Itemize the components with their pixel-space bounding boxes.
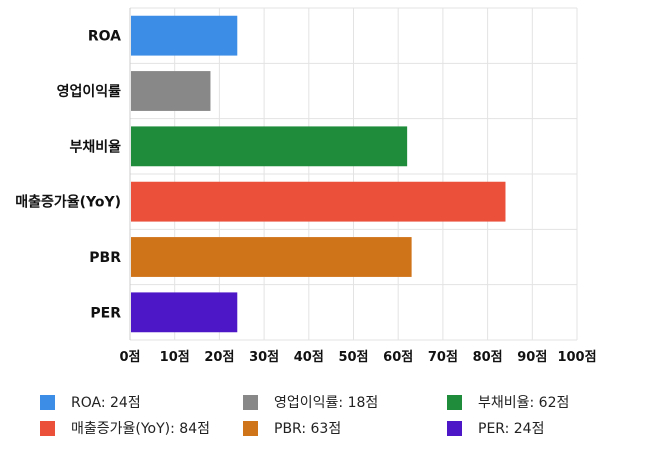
category-label: PBR (89, 250, 121, 266)
x-tick-label: 30점 (249, 350, 279, 365)
x-tick-label: 10점 (160, 350, 190, 365)
x-tick-label: 70점 (428, 350, 458, 365)
bar-2 (131, 126, 408, 167)
legend-item: ROA: 24점 (40, 393, 141, 411)
legend-swatch (243, 394, 258, 410)
category-label: 영업이익률 (57, 83, 122, 100)
bar-1 (131, 71, 211, 111)
bar-0 (131, 15, 238, 56)
legend-label: 매출증가율(YoY): 84점 (71, 421, 210, 437)
legend-label: PER: 24점 (478, 421, 545, 437)
legend-swatch (447, 420, 462, 436)
x-tick-label: 20점 (204, 350, 234, 365)
legend-label: 부채비율: 62점 (478, 395, 570, 411)
category-label: PER (90, 305, 121, 321)
legend-item: 영업이익률: 18점 (243, 393, 378, 411)
legend-item: 매출증가율(YoY): 84점 (40, 419, 210, 437)
category-label: 매출증가율(YoY) (15, 194, 121, 211)
legend-swatch (243, 420, 258, 436)
category-label: 부채비율 (69, 138, 121, 155)
x-tick-label: 90점 (517, 350, 547, 365)
x-tick-label: 40점 (294, 350, 324, 365)
x-tick-label: 0점 (119, 350, 140, 365)
legend-item: PER: 24점 (447, 419, 544, 437)
legend-swatch (40, 394, 55, 410)
x-tick-label: 80점 (473, 350, 503, 365)
legend-label: PBR: 63점 (274, 421, 342, 437)
bar-5 (131, 292, 238, 333)
legend-item: PBR: 63점 (243, 419, 341, 437)
x-tick-label: 60점 (383, 350, 413, 365)
x-tick-label: 50점 (338, 350, 368, 365)
legend-label: 영업이익률: 18점 (274, 395, 379, 411)
x-tick-label: 100점 (557, 350, 596, 365)
legend-item: 부채비율: 62점 (447, 393, 569, 411)
legend-swatch (40, 420, 55, 436)
bar-4 (131, 237, 412, 277)
category-label: ROA (88, 29, 121, 45)
legend-swatch (447, 394, 462, 410)
bar-3 (131, 181, 506, 222)
legend-label: ROA: 24점 (71, 395, 141, 411)
